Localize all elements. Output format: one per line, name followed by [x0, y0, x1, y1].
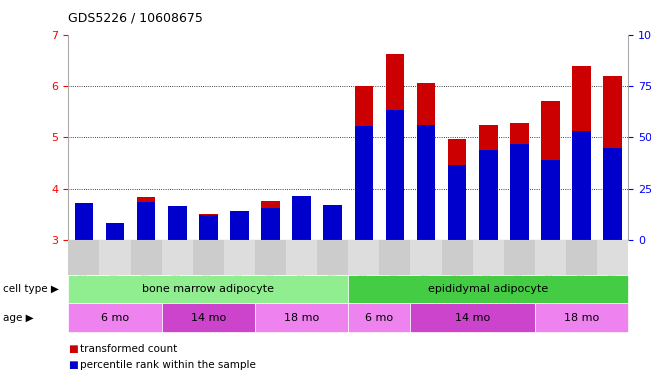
Bar: [324, 206, 342, 240]
Bar: [230, 211, 249, 240]
Text: bone marrow adipocyte: bone marrow adipocyte: [143, 284, 274, 294]
Text: age ▶: age ▶: [3, 313, 34, 323]
Bar: [448, 164, 467, 240]
Bar: [572, 131, 591, 240]
Bar: [199, 215, 217, 240]
Text: transformed count: transformed count: [80, 344, 177, 354]
Text: 14 mo: 14 mo: [455, 313, 490, 323]
Bar: [75, 203, 93, 240]
Bar: [417, 126, 436, 240]
Bar: [572, 66, 591, 240]
Bar: [510, 123, 529, 240]
Text: 6 mo: 6 mo: [101, 313, 129, 323]
Bar: [292, 197, 311, 240]
Text: GDS5226 / 10608675: GDS5226 / 10608675: [68, 12, 203, 25]
Bar: [417, 83, 436, 240]
Bar: [603, 76, 622, 240]
Text: cell type ▶: cell type ▶: [3, 284, 59, 294]
Bar: [603, 147, 622, 240]
Bar: [105, 223, 124, 240]
Bar: [137, 197, 156, 240]
Bar: [199, 214, 217, 240]
Bar: [385, 53, 404, 240]
Text: 14 mo: 14 mo: [191, 313, 226, 323]
Bar: [168, 207, 187, 240]
Bar: [105, 226, 124, 240]
Bar: [510, 144, 529, 240]
Bar: [75, 202, 93, 240]
Text: epididymal adipocyte: epididymal adipocyte: [428, 284, 548, 294]
Bar: [292, 196, 311, 240]
Bar: [168, 205, 187, 240]
Text: ■: ■: [68, 344, 78, 354]
Bar: [230, 212, 249, 240]
Bar: [541, 101, 560, 240]
Bar: [324, 205, 342, 240]
Bar: [137, 202, 156, 240]
Text: 18 mo: 18 mo: [284, 313, 319, 323]
Text: 6 mo: 6 mo: [365, 313, 393, 323]
Text: ■: ■: [68, 360, 78, 370]
Bar: [261, 202, 280, 240]
Bar: [355, 126, 373, 240]
Bar: [261, 208, 280, 240]
Text: 18 mo: 18 mo: [564, 313, 599, 323]
Bar: [448, 139, 467, 240]
Bar: [355, 86, 373, 240]
Text: percentile rank within the sample: percentile rank within the sample: [80, 360, 256, 370]
Bar: [385, 109, 404, 240]
Bar: [541, 160, 560, 240]
Bar: [479, 150, 497, 240]
Bar: [479, 125, 497, 240]
